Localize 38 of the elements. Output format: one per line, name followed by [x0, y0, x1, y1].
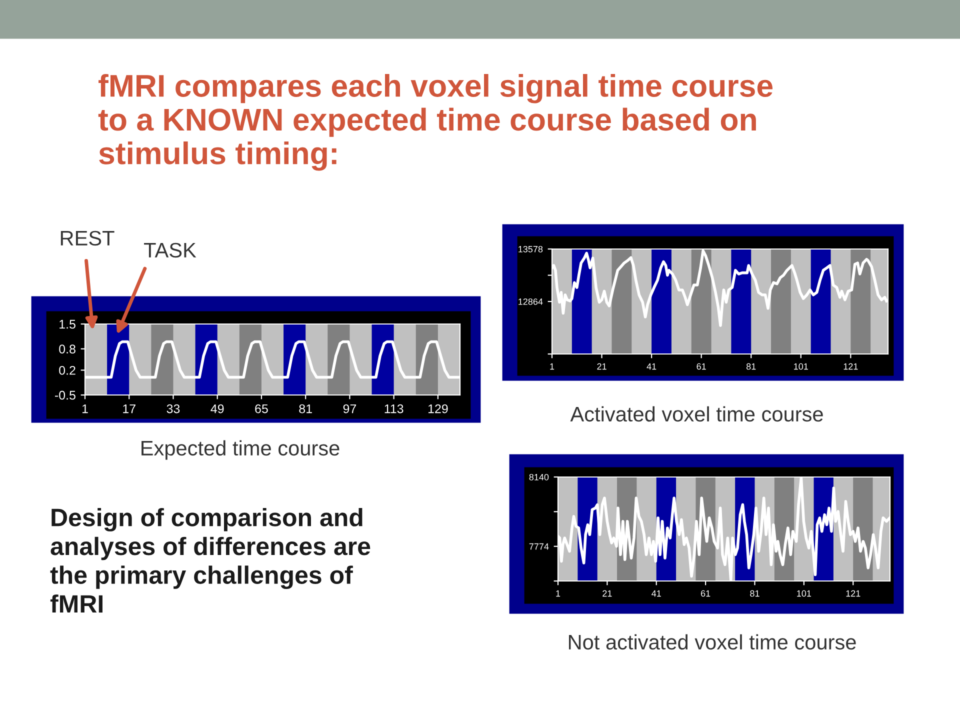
text: Not activated voxel time course — [568, 634, 856, 650]
x-tick-label: 21 — [602, 590, 612, 597]
x-tick-label: 41 — [646, 363, 656, 370]
x-tick-label: 121 — [846, 590, 860, 597]
y-tick-label: 1.5 — [60, 320, 76, 329]
x-tick-label: 21 — [597, 363, 606, 370]
y-tick-label: 0.2 — [59, 366, 76, 375]
x-tick-label: 129 — [428, 404, 448, 414]
text: REST — [60, 230, 114, 246]
chart-title: fMRI compares each voxel signal time course to a KNOWN expected time course based on stimulus timing: — [98, 74, 773, 171]
y-tick-label: 0.8 — [59, 344, 76, 354]
text: Activated voxel time course — [570, 406, 823, 422]
x-tick-label: 81 — [299, 404, 312, 414]
x-tick-label: 101 — [797, 590, 812, 597]
y-tick-label: 8140 — [529, 474, 549, 480]
x-tick-label: 33 — [166, 404, 180, 414]
y-tick-label: 12864 — [518, 298, 543, 305]
x-tick-label: 81 — [746, 363, 756, 370]
y-tick-label: 7774 — [529, 543, 549, 550]
x-tick-label: 61 — [700, 590, 710, 597]
x-tick-label: 1 — [550, 363, 554, 370]
y-tick-label: 13578 — [518, 246, 543, 252]
x-tick-label: 1 — [556, 590, 560, 597]
x-tick-label: 41 — [652, 590, 661, 597]
text: TASK — [144, 242, 196, 258]
x-tick-label: 49 — [210, 404, 224, 414]
x-tick-label: 113 — [384, 404, 404, 414]
text: Expected time course — [142, 440, 340, 460]
x-tick-label: 1 — [82, 404, 88, 414]
y-tick-label: -0.5 — [54, 390, 76, 400]
text: Design of comparison and analyses of differences are the primary challenges of fMRI — [50, 508, 370, 613]
x-tick-label: 97 — [343, 404, 356, 414]
x-tick-label: 61 — [696, 363, 706, 370]
x-tick-label: 17 — [123, 404, 136, 414]
x-tick-label: 121 — [844, 363, 858, 370]
x-tick-label: 101 — [794, 363, 808, 370]
x-tick-label: 65 — [255, 404, 268, 414]
x-tick-label: 81 — [750, 590, 760, 597]
